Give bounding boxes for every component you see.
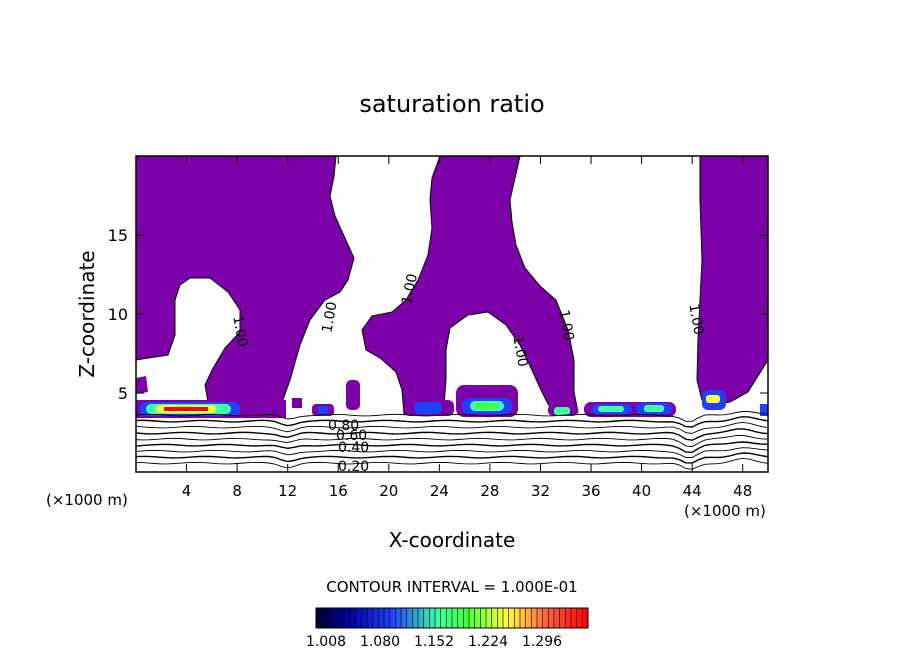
contour-label: 1.00 <box>319 301 340 334</box>
contour-label: 1.00 <box>509 335 530 368</box>
contour-label: 1.00 <box>229 315 250 348</box>
colorbar-tick-label: 1.152 <box>414 634 454 650</box>
x-unit-label: (×1000 m) <box>46 491 128 509</box>
colorbar-divisions <box>321 608 583 628</box>
lower-contour-lines <box>136 411 768 470</box>
contour-line <box>136 452 768 464</box>
y-axis-label: Z-coordinate <box>75 250 99 377</box>
colorbar-tick-label: 1.224 <box>468 634 508 650</box>
contour-line <box>136 457 768 470</box>
x-tick-label: 44 <box>683 482 702 500</box>
colorbar-tick-labels: 1.008 1.080 1.152 1.224 1.296 <box>306 634 562 650</box>
x-tick-label: 8 <box>232 482 242 500</box>
y-tick-label: 15 <box>108 226 128 245</box>
colorbar-tick-label: 1.008 <box>306 634 346 650</box>
colorbar-tick-label: 1.296 <box>522 634 562 650</box>
contour-line <box>136 411 768 422</box>
contour-label: 0.40 <box>338 440 369 456</box>
x-tick-label: 40 <box>632 482 651 500</box>
x-tick-label: 16 <box>329 482 348 500</box>
contour-labels: 1.00 1.00 1.00 1.00 1.00 1.00 0.80 0.60 … <box>229 272 706 475</box>
x-tick-label: 28 <box>480 482 499 500</box>
colorbar: 1.008 1.080 1.152 1.224 1.296 <box>306 607 589 650</box>
chart-title: saturation ratio <box>359 90 544 118</box>
x-tick-label: 24 <box>430 482 449 500</box>
x-tick-label: 4 <box>182 482 192 500</box>
x-tick-label: 48 <box>733 482 752 500</box>
colorbar-tick-label: 1.080 <box>360 634 400 650</box>
x-tick-label: 12 <box>278 482 297 500</box>
contour-line <box>136 441 768 454</box>
supersaturated-region <box>361 156 579 415</box>
supersaturation-cores <box>136 380 768 418</box>
x-tick-label: 20 <box>379 482 398 500</box>
plot-area: 1.00 1.00 1.00 1.00 1.00 1.00 0.80 0.60 … <box>135 155 769 475</box>
supersaturated-region <box>136 376 148 394</box>
contour-interval-label: CONTOUR INTERVAL = 1.000E-01 <box>326 578 577 596</box>
y-axis-ticks: 5 10 15 <box>108 226 768 403</box>
contour-line <box>136 428 768 441</box>
x-tick-label: 36 <box>581 482 600 500</box>
contour-line <box>136 421 768 434</box>
contour-label: 1.00 <box>685 303 706 336</box>
x-tick-label: 32 <box>531 482 550 500</box>
contour-line <box>136 435 768 448</box>
contour-label: 0.60 <box>336 428 367 444</box>
x-axis-label: X-coordinate <box>389 528 516 552</box>
x-unit-label-right: (×1000 m) <box>684 502 766 520</box>
supersaturated-region <box>696 156 768 405</box>
y-tick-label: 10 <box>108 305 128 324</box>
contour-label: 1.00 <box>399 272 421 306</box>
x-axis-ticks: 4 8 12 16 20 24 28 32 36 40 44 48 <box>182 156 752 500</box>
contour-label: 0.80 <box>328 418 359 434</box>
contour-line <box>136 415 768 428</box>
contour-label: 0.20 <box>338 459 369 475</box>
contour-line <box>136 447 768 458</box>
contour-label: 1.00 <box>555 309 576 342</box>
y-tick-label: 5 <box>118 384 128 403</box>
